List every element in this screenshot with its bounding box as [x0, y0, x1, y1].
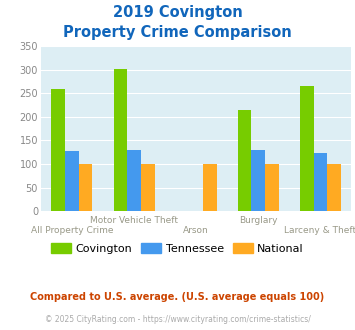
Bar — [114, 69, 127, 211]
Bar — [65, 151, 79, 211]
Bar — [313, 153, 327, 211]
Text: Burglary: Burglary — [239, 216, 278, 225]
Text: 2019 Covington: 2019 Covington — [113, 5, 242, 20]
Text: Property Crime Comparison: Property Crime Comparison — [63, 25, 292, 40]
Bar — [327, 164, 341, 211]
Bar — [300, 86, 313, 211]
Bar — [79, 164, 92, 211]
Text: All Property Crime: All Property Crime — [31, 226, 113, 235]
Bar — [127, 150, 141, 211]
Text: © 2025 CityRating.com - https://www.cityrating.com/crime-statistics/: © 2025 CityRating.com - https://www.city… — [45, 315, 310, 324]
Bar — [265, 164, 279, 211]
Text: Motor Vehicle Theft: Motor Vehicle Theft — [90, 216, 178, 225]
Bar — [203, 164, 217, 211]
Text: Compared to U.S. average. (U.S. average equals 100): Compared to U.S. average. (U.S. average … — [31, 292, 324, 302]
Bar — [141, 164, 154, 211]
Text: Arson: Arson — [183, 226, 209, 235]
Bar — [51, 89, 65, 211]
Bar — [251, 150, 265, 211]
Legend: Covington, Tennessee, National: Covington, Tennessee, National — [47, 239, 308, 258]
Bar — [238, 110, 251, 211]
Text: Larceny & Theft: Larceny & Theft — [284, 226, 355, 235]
